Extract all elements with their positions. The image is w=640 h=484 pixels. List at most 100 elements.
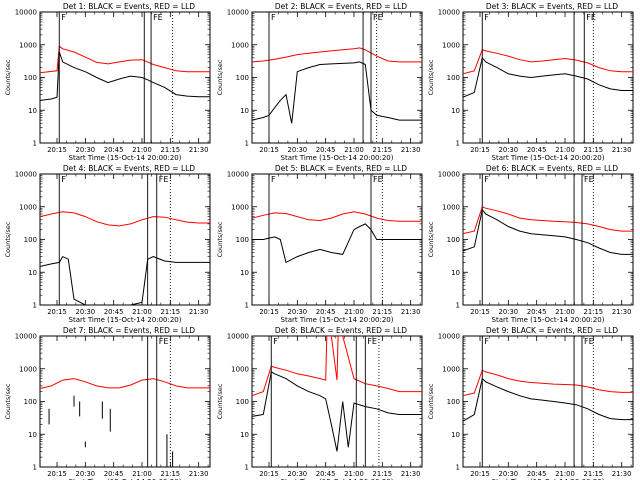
y-tick-label: 10 (240, 107, 249, 115)
series-group (463, 49, 633, 98)
time-marker-label: FE (586, 13, 596, 22)
x-tick-label: 21:30 (189, 146, 209, 154)
y-tick-label: 1000 (442, 203, 460, 211)
chart-panel: Det 3: BLACK = Events, RED = LLD 1 10 100 10… (427, 2, 634, 162)
x-tick-label: 21:15 (584, 146, 604, 154)
y-tick-label: 10000 (227, 9, 249, 17)
x-tick-label: 20:15 (470, 470, 490, 478)
y-tick-label: 1 (33, 302, 37, 310)
y-tick-label: 10000 (227, 333, 249, 341)
y-tick-label: 1000 (19, 365, 37, 373)
y-axis-label: Counts/sec (216, 383, 224, 419)
series-line-lld (463, 369, 633, 397)
y-axis-label: Counts/sec (427, 221, 435, 257)
plot-frame (251, 11, 423, 144)
x-axis-label: Start Time (15-Oct-14 20:00:20) (492, 154, 605, 162)
x-tick-label: 21:00 (555, 146, 575, 154)
y-tick-label: 1 (245, 140, 249, 148)
y-tick-label: 10000 (15, 9, 37, 17)
y-tick-label: 1000 (231, 203, 249, 211)
time-marker-label: FE (367, 337, 377, 346)
y-axis-label: Counts/sec (216, 221, 224, 257)
y-tick-label: 100 (236, 236, 249, 244)
chart-panel: Det 4: BLACK = Events, RED = LLD 1 10 100 10… (4, 164, 211, 324)
chart-panel: Det 2: BLACK = Events, RED = LLD 1 10 100 10… (216, 2, 423, 162)
y-tick-label: 10 (451, 107, 460, 115)
y-tick-label: 1 (456, 302, 460, 310)
time-marker-label: F (61, 13, 66, 22)
x-tick-label: 21:30 (612, 470, 632, 478)
x-tick-label: 20:15 (259, 146, 279, 154)
x-tick-label: 21:15 (373, 146, 393, 154)
y-tick-label: 1 (33, 140, 37, 148)
panel-title: Det 7: BLACK = Events, RED = LLD (63, 326, 195, 335)
y-tick-label: 100 (24, 398, 37, 406)
x-tick-label: 20:30 (499, 146, 519, 154)
y-tick-label: 1000 (231, 365, 249, 373)
x-tick-label: 21:15 (161, 470, 181, 478)
chart-panel: Det 9: BLACK = Events, RED = LLD 1 10 100 10… (427, 326, 634, 484)
x-axis-label: Start Time (15-Oct-14 20:00:20) (69, 154, 182, 162)
y-tick-label: 10000 (227, 171, 249, 179)
x-tick-label: 20:30 (499, 470, 519, 478)
x-tick-label: 20:15 (47, 308, 67, 316)
y-tick-label: 100 (236, 398, 249, 406)
series-line-lld (463, 206, 633, 235)
x-tick-label: 21:30 (189, 308, 209, 316)
x-tick-label: 20:15 (470, 146, 490, 154)
y-axis-label: Counts/sec (4, 221, 12, 257)
x-tick-label: 20:30 (288, 308, 308, 316)
time-marker-label: FE (159, 175, 169, 184)
x-tick-label: 20:45 (104, 470, 124, 478)
y-tick-label: 100 (24, 74, 37, 82)
x-tick-label: 21:30 (612, 308, 632, 316)
x-tick-label: 20:15 (259, 308, 279, 316)
panel-title: Det 9: BLACK = Events, RED = LLD (486, 326, 618, 335)
plot-frame (39, 173, 211, 306)
series-line-events (40, 255, 210, 305)
x-tick-label: 20:45 (527, 308, 547, 316)
series-line-events (463, 377, 633, 422)
series-line-lld (252, 336, 422, 397)
y-axis-label: Counts/sec (427, 59, 435, 95)
time-marker-label: FE (584, 175, 594, 184)
x-tick-label: 20:45 (527, 470, 547, 478)
x-axis-label: Start Time (15-Oct-14 20:00:20) (492, 316, 605, 324)
y-axis-label: Counts/sec (216, 59, 224, 95)
x-tick-label: 20:30 (288, 146, 308, 154)
y-tick-label: 1 (456, 464, 460, 472)
y-tick-label: 100 (447, 236, 460, 244)
y-tick-label: 10 (28, 107, 37, 115)
y-tick-label: 10 (451, 269, 460, 277)
y-tick-label: 10 (451, 431, 460, 439)
chart-panel: Det 1: BLACK = Events, RED = LLD 1 10 100 10… (4, 2, 211, 162)
series-group (252, 47, 422, 124)
x-tick-label: 21:30 (612, 146, 632, 154)
y-tick-label: 10000 (438, 9, 460, 17)
y-tick-label: 10 (240, 269, 249, 277)
y-tick-label: 1000 (442, 41, 460, 49)
time-marker-label: F (484, 13, 489, 22)
series-line-lld (252, 47, 422, 63)
panel-title: Det 8: BLACK = Events, RED = LLD (275, 326, 407, 335)
time-marker-label: F (271, 175, 276, 184)
x-tick-label: 21:00 (344, 308, 364, 316)
panel-title: Det 4: BLACK = Events, RED = LLD (63, 164, 195, 173)
time-marker-label: FE (373, 175, 383, 184)
x-tick-label: 21:15 (373, 308, 393, 316)
x-tick-label: 21:00 (344, 470, 364, 478)
x-tick-label: 20:45 (527, 146, 547, 154)
chart-panel: Det 8: BLACK = Events, RED = LLD 1 10 100 10… (216, 326, 423, 484)
y-tick-label: 10000 (438, 171, 460, 179)
x-tick-label: 21:30 (401, 308, 421, 316)
x-tick-label: 21:30 (401, 470, 421, 478)
y-tick-label: 1000 (442, 365, 460, 373)
plot-frame (462, 11, 634, 144)
x-tick-label: 21:15 (584, 308, 604, 316)
x-tick-label: 20:15 (259, 470, 279, 478)
x-tick-label: 20:15 (47, 146, 67, 154)
y-tick-label: 10000 (15, 171, 37, 179)
plot-frame (462, 173, 634, 306)
y-tick-label: 1000 (19, 41, 37, 49)
